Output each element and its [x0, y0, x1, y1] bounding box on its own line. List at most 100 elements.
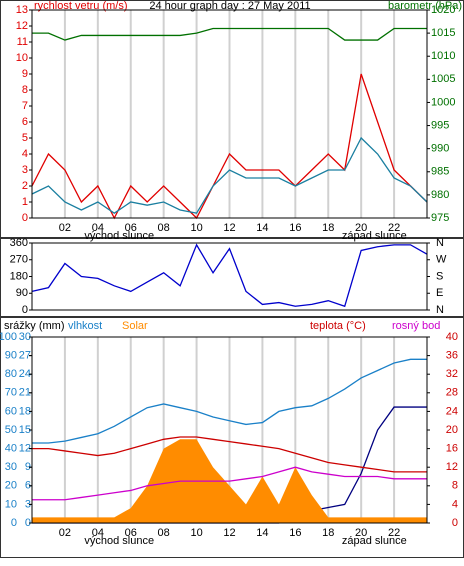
- y-tick-label: 2: [22, 180, 28, 192]
- y-tick-label: 11: [17, 36, 28, 48]
- y-tick-label: 15: [19, 424, 31, 436]
- annotation: východ slunce: [84, 535, 154, 547]
- y-tick-label: S: [436, 270, 443, 282]
- x-tick-label: 18: [322, 222, 334, 234]
- y-tick-label: 20: [5, 480, 17, 492]
- y-tick-label: 70: [5, 387, 17, 399]
- y-tick-label: 24: [446, 405, 458, 417]
- plot-frame: [31, 9, 428, 219]
- y-tick-label: 0: [25, 517, 31, 529]
- legend-label: Solar: [122, 320, 148, 332]
- y-tick-label: 90: [5, 350, 17, 362]
- plot-frame: [31, 336, 428, 524]
- line: [31, 73, 428, 220]
- x-tick-label: 16: [289, 527, 301, 539]
- y-tick-label: N: [436, 304, 444, 316]
- y-tick-label: 6: [22, 116, 28, 128]
- line: [32, 466, 427, 501]
- y-tick-label: 990: [431, 143, 449, 155]
- y-tick-label: 12: [16, 20, 28, 32]
- x-tick-label: 14: [256, 527, 268, 539]
- annotation: východ slunce: [84, 230, 154, 242]
- y-tick-label: 4: [22, 148, 28, 160]
- legend-label: rosný bod: [392, 320, 440, 332]
- y-tick-label: 0: [22, 304, 28, 316]
- y-tick-label: 4: [452, 498, 458, 510]
- line: [32, 436, 427, 473]
- annotation: západ slunce: [342, 230, 407, 242]
- y-tick-label: 985: [431, 166, 449, 178]
- y-tick-label: 9: [25, 461, 31, 473]
- axis-label: 24 hour graph day : 27 May 2011: [149, 0, 310, 12]
- y-tick-label: 1005: [431, 73, 455, 85]
- y-tick-label: 7: [22, 100, 28, 112]
- y-tick-label: 28: [446, 387, 458, 399]
- y-tick-label: 27: [19, 350, 31, 362]
- y-tick-label: 360: [10, 237, 28, 249]
- panel-direction: [0, 238, 464, 317]
- x-tick-label: 20: [355, 222, 367, 234]
- axis-label: rychlost vetru (m/s): [34, 0, 128, 12]
- y-tick-label: 180: [10, 270, 28, 282]
- y-tick-label: 1000: [431, 96, 455, 108]
- y-tick-label: 12: [19, 443, 31, 455]
- y-tick-label: 8: [22, 84, 28, 96]
- y-tick-label: 1020: [431, 4, 455, 16]
- y-tick-label: 80: [5, 368, 17, 380]
- legend-label: teplota (°C): [310, 320, 366, 332]
- x-tick-label: 02: [59, 222, 71, 234]
- y-tick-label: 21: [19, 387, 31, 399]
- y-tick-label: 10: [5, 498, 17, 510]
- y-tick-label: 50: [5, 424, 17, 436]
- y-tick-label: 3: [25, 498, 31, 510]
- y-tick-label: E: [436, 287, 443, 299]
- legend-label: srážky (mm): [4, 320, 65, 332]
- y-tick-label: 1: [22, 196, 28, 208]
- x-tick-label: 04: [92, 222, 104, 234]
- x-tick-label: 16: [289, 222, 301, 234]
- y-tick-label: 6: [25, 480, 31, 492]
- y-tick-label: 8: [452, 480, 458, 492]
- y-tick-label: 995: [431, 119, 449, 131]
- y-tick-label: 9: [22, 68, 28, 80]
- x-tick-label: 04: [92, 527, 104, 539]
- y-tick-label: 30: [5, 461, 17, 473]
- y-tick-label: 10: [16, 52, 28, 64]
- panel-wind: [0, 0, 464, 238]
- y-tick-label: 24: [19, 368, 31, 380]
- y-tick-label: 16: [446, 443, 458, 455]
- x-tick-label: 22: [388, 527, 400, 539]
- x-tick-label: 12: [223, 527, 235, 539]
- y-tick-label: 975: [431, 212, 449, 224]
- y-tick-label: 18: [19, 405, 31, 417]
- y-tick-label: W: [436, 254, 447, 266]
- x-tick-label: 18: [322, 527, 334, 539]
- x-tick-label: 22: [388, 222, 400, 234]
- y-tick-label: 40: [5, 443, 17, 455]
- y-tick-label: 1010: [431, 50, 455, 62]
- y-tick-label: 40: [446, 331, 458, 343]
- x-tick-label: 06: [125, 222, 137, 234]
- y-tick-label: 60: [5, 405, 17, 417]
- x-tick-label: 10: [190, 222, 202, 234]
- x-tick-label: 10: [190, 527, 202, 539]
- y-tick-label: 0: [22, 212, 28, 224]
- x-tick-label: 20: [355, 527, 367, 539]
- y-tick-label: 32: [446, 368, 458, 380]
- y-tick-label: 13: [16, 4, 28, 16]
- x-tick-label: 08: [158, 222, 170, 234]
- y-tick-label: 36: [446, 350, 458, 362]
- y-tick-label: 980: [431, 189, 449, 201]
- y-tick-label: 100: [0, 331, 17, 343]
- y-tick-label: 1015: [431, 27, 455, 39]
- y-tick-label: 30: [19, 331, 31, 343]
- line: [32, 27, 427, 41]
- y-tick-label: 20: [446, 424, 458, 436]
- plot-frame: [31, 242, 428, 311]
- y-tick-label: 12: [446, 461, 458, 473]
- y-tick-label: 3: [22, 164, 28, 176]
- area: [32, 439, 427, 523]
- y-tick-label: 90: [16, 287, 28, 299]
- x-tick-label: 12: [223, 222, 235, 234]
